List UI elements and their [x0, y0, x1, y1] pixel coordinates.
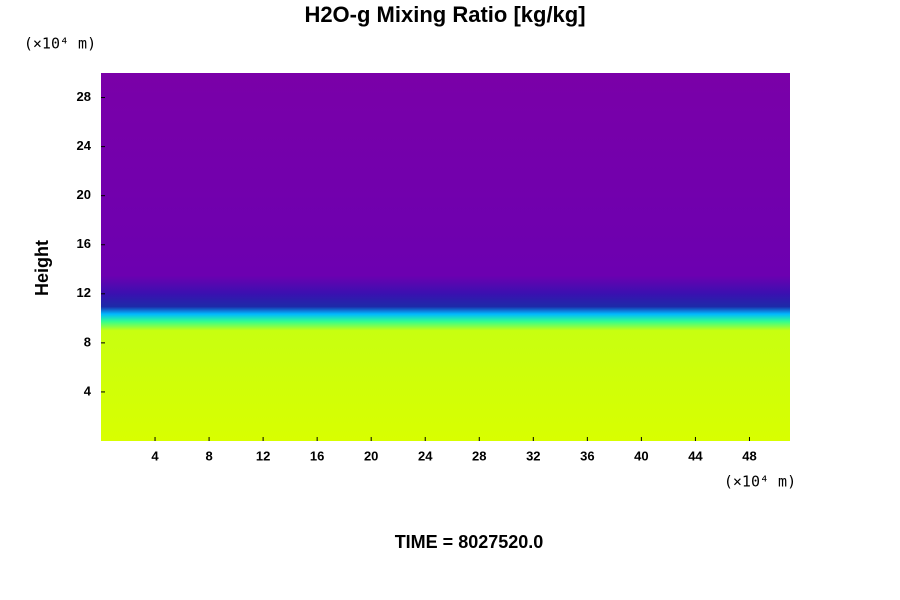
x-tick-label: 48: [742, 448, 756, 463]
x-tick-label: 20: [364, 448, 378, 463]
footer-time: TIME = 8027520.0: [395, 532, 544, 552]
scalar-field: [101, 73, 790, 441]
y-tick-label: 12: [77, 285, 91, 300]
x-tick-label: 44: [688, 448, 703, 463]
x-tick-label: 12: [256, 448, 270, 463]
y-tick-label: 28: [77, 89, 91, 104]
x-tick-label: 40: [634, 448, 648, 463]
x-tick-label: 28: [472, 448, 486, 463]
y-tick-label: 24: [77, 138, 92, 153]
chart-title: H2O-g Mixing Ratio [kg/kg]: [304, 2, 585, 27]
x-tick-label: 4: [151, 448, 159, 463]
x-tick-label: 16: [310, 448, 324, 463]
y-tick-label: 4: [84, 383, 92, 398]
y-tick-label: 20: [77, 187, 91, 202]
x-unit: (×10⁴ m): [724, 473, 796, 491]
y-axis-label: Height: [32, 240, 52, 296]
x-tick-label: 8: [205, 448, 212, 463]
y-tick-label: 16: [77, 236, 91, 251]
y-tick-label: 8: [84, 334, 91, 349]
x-tick-label: 24: [418, 448, 433, 463]
x-tick-label: 36: [580, 448, 594, 463]
x-tick-label: 32: [526, 448, 540, 463]
y-unit: (×10⁴ m): [24, 35, 96, 53]
